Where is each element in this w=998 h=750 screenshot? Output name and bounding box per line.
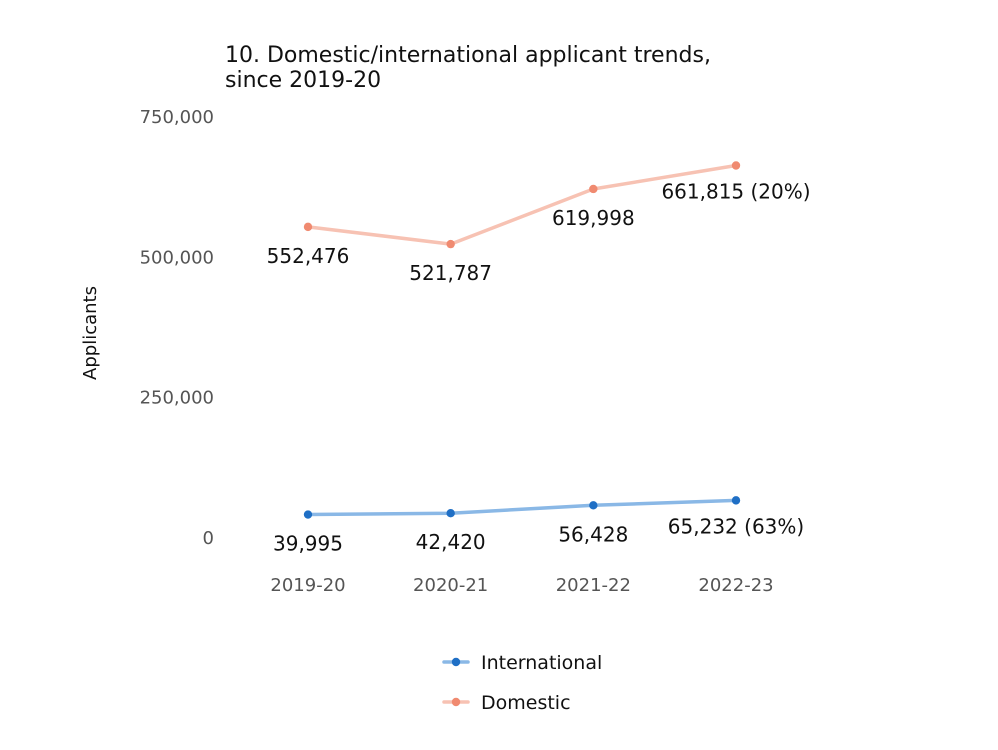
x-axis-ticks: 2019-20 2020-21 2021-22 2022-23 [270,575,773,596]
y-axis-ticks: 0 250,000 500,000 750,000 [140,107,214,549]
chart-title-line-2: since 2019-20 [225,68,381,93]
data-label: 39,995 [273,532,343,556]
data-label: 56,428 [558,522,628,546]
data-point [303,510,313,519]
x-tick-label: 2021-22 [556,575,631,596]
data-label: 619,998 [552,206,635,230]
legend-swatch-point [451,697,461,707]
data-point [589,501,598,510]
data-label: 42,420 [416,530,486,554]
y-tick-label: 250,000 [140,388,214,409]
series-international: 39,995 42,420 56,428 65,232 (63%) [273,496,804,556]
legend-item-domestic: Domestic [442,692,571,714]
data-point [446,508,455,518]
series-line [306,163,738,246]
y-tick-label: 500,000 [140,247,214,268]
legend: International Domestic [442,652,602,714]
legend-item-international: International [442,652,602,674]
legend-swatch-point [451,657,461,667]
series-layer: 39,995 42,420 56,428 65,232 (63%) 552,476 521… [267,161,811,556]
data-point [731,161,741,170]
y-tick-label: 750,000 [140,107,214,128]
y-axis-label: Applicants [80,286,101,380]
data-point [446,239,455,249]
chart-title-line-1: 10. Domestic/international applicant tre… [225,43,711,68]
series-domestic: 552,476 521,787 619,998 661,815 (20%) [267,161,811,285]
legend-label: International [481,652,602,674]
data-label: 65,232 (63%) [668,514,804,538]
series-line [306,498,738,517]
data-label: 552,476 [267,244,350,268]
x-tick-label: 2019-20 [270,575,345,596]
data-point [303,222,313,232]
data-point [589,184,598,194]
legend-label: Domestic [481,692,571,714]
x-tick-label: 2020-21 [413,575,488,596]
data-label: 661,815 (20%) [661,180,810,204]
y-tick-label: 0 [203,528,214,549]
data-label: 521,787 [409,261,492,285]
x-tick-label: 2022-23 [698,575,773,596]
data-point [731,496,741,505]
